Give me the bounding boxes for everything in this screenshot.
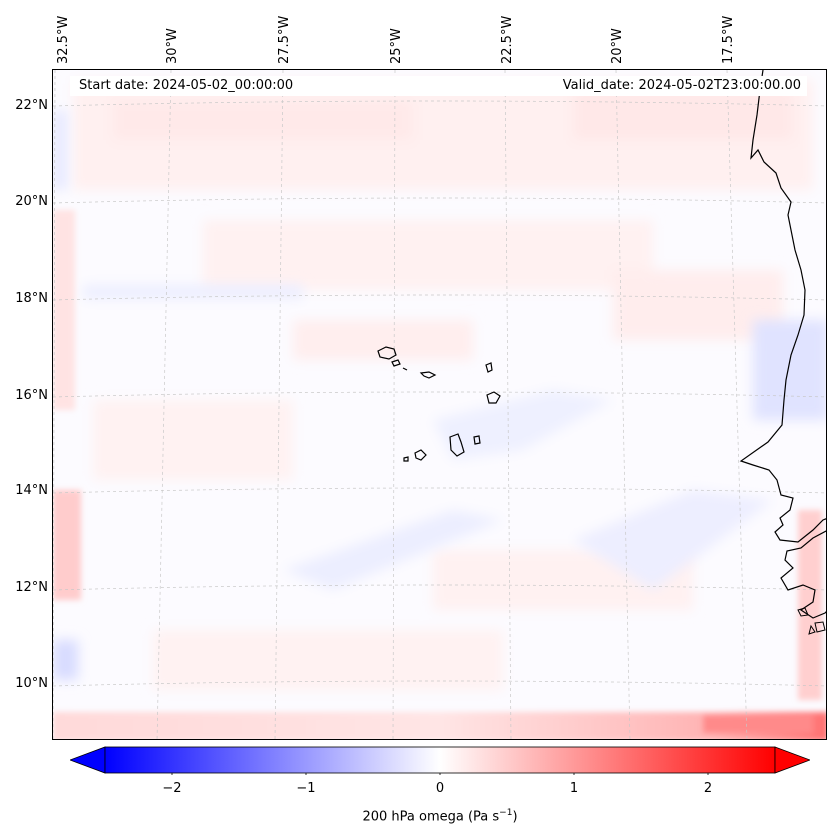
coastline-islands: [797, 607, 826, 635]
island-brava: [403, 456, 409, 462]
lon-label-27-5w: 27.5°W: [277, 15, 292, 64]
lon-label-17-5w: 17.5°W: [721, 15, 736, 64]
lon-label-25w: 25°W: [389, 28, 404, 64]
negative-omega-patches: [53, 110, 826, 680]
island-sao-vicente: [391, 359, 401, 367]
island-santo-antao: [377, 346, 397, 360]
colorbar-label-exponent: −1: [499, 808, 513, 818]
lat-label-10n: 10°N: [15, 676, 48, 691]
omega-field-map: [53, 70, 826, 739]
colorbar-label-text: 200 hPa omega (Pa s: [362, 809, 500, 825]
colorbar-tick-0: 0: [435, 781, 445, 796]
lon-label-20w: 20°W: [610, 28, 625, 64]
west-african-coastline: [739, 70, 826, 619]
colorbar-tick-1: 1: [569, 781, 579, 796]
lon-label-32-5w: 32.5°W: [56, 15, 71, 64]
valid-date-text: Valid_date: 2024-05-02T23:00:00.00: [563, 78, 801, 93]
colorbar-label-end: ): [512, 809, 518, 825]
graticule: [53, 70, 826, 739]
lat-label-18n: 18°N: [15, 291, 48, 306]
lat-label-14n: 14°N: [15, 483, 48, 498]
colorbar-extend-max: [774, 746, 812, 774]
start-date-label: Start date:: [79, 78, 149, 93]
valid-date-label: Valid_date:: [562, 78, 635, 93]
lon-label-30w: 30°W: [165, 28, 180, 64]
island-sal: [485, 362, 493, 373]
island-fogo: [414, 449, 427, 461]
colorbar-tick-neg1: −1: [296, 781, 316, 796]
colorbar-tick-2: 2: [703, 781, 713, 796]
cape-verde-islands: [377, 346, 501, 462]
island-santiago: [449, 433, 465, 457]
colorbar-extend-min: [68, 746, 106, 774]
island-sao-nicolau: [419, 371, 437, 379]
colorbar-label: 200 hPa omega (Pa s−1): [0, 808, 837, 824]
lat-label-16n: 16°N: [15, 388, 48, 403]
lat-label-22n: 22°N: [15, 98, 48, 113]
colorbar: [68, 745, 812, 777]
island-maio: [473, 435, 481, 445]
island-santa-luzia: [402, 367, 408, 371]
boundary-strips: [53, 210, 826, 739]
lat-label-20n: 20°N: [15, 194, 48, 209]
valid-date-value: 2024-05-02T23:00:00.00: [638, 78, 801, 93]
colorbar-tick-neg2: −2: [162, 781, 182, 796]
colorbar-gradient: [104, 746, 776, 774]
start-date-value: 2024-05-02_00:00:00: [152, 78, 294, 93]
colorbar-svg: [68, 746, 812, 777]
island-boa-vista: [486, 391, 501, 404]
date-info-bar: [70, 76, 807, 96]
start-date-text: Start date: 2024-05-02_00:00:00: [79, 78, 293, 93]
lon-label-22-5w: 22.5°W: [500, 15, 515, 64]
lat-label-12n: 12°N: [15, 580, 48, 595]
map-panel: [52, 69, 827, 740]
